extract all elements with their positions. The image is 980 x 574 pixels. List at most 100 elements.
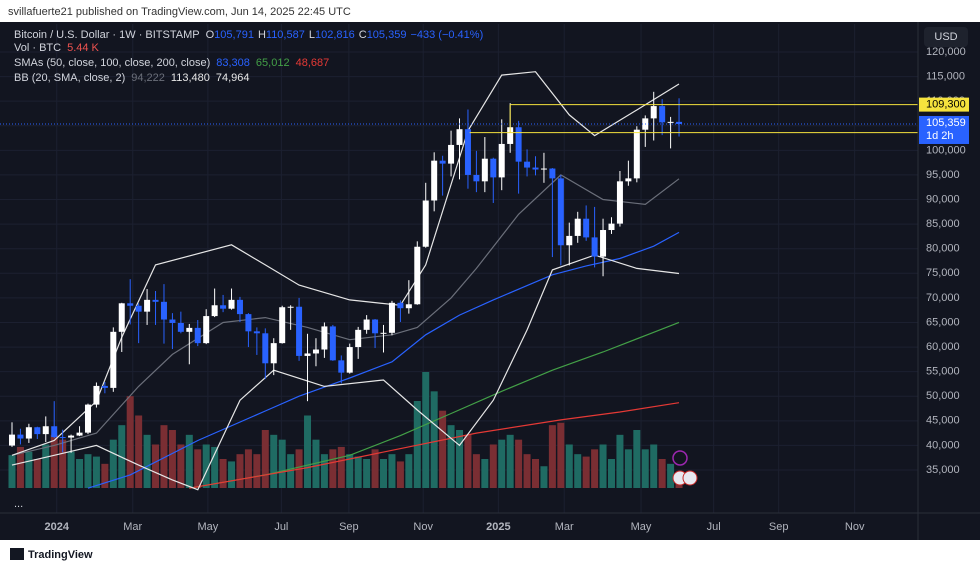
candle-body xyxy=(355,329,362,348)
volume-bar xyxy=(607,459,615,488)
candle-body xyxy=(262,333,269,364)
volume-bar xyxy=(16,446,24,488)
volume-bar xyxy=(67,451,75,488)
indicator-name: SMAs (50, close, 100, close, 200, close) xyxy=(14,57,210,69)
candle-body xyxy=(473,174,480,182)
candle-body xyxy=(169,319,176,323)
candle-body xyxy=(152,299,159,302)
candle-body xyxy=(448,144,455,164)
volume-bar xyxy=(540,466,548,488)
volume-bar xyxy=(523,454,531,488)
volume-bar xyxy=(354,456,362,488)
ohlc-key: C xyxy=(359,29,367,41)
candle-body xyxy=(51,426,58,438)
candle-body xyxy=(270,343,277,364)
volume-bar xyxy=(84,454,92,488)
candle-body xyxy=(160,301,167,320)
candle-body xyxy=(8,434,15,446)
candle-body xyxy=(388,302,395,333)
x-tick-label: May xyxy=(197,521,218,533)
candle-body xyxy=(464,129,471,175)
volume-bar xyxy=(143,434,151,488)
volume-bar xyxy=(481,459,489,488)
candle-body xyxy=(236,299,243,315)
x-tick-label: May xyxy=(631,521,652,533)
volume-bar xyxy=(304,415,312,488)
candle-body xyxy=(211,305,218,317)
currency-button[interactable] xyxy=(924,27,968,47)
volume-bar xyxy=(447,425,455,488)
ohlc-value: 105,791 xyxy=(214,29,254,41)
candle-body xyxy=(498,143,505,178)
volume-bar xyxy=(185,434,193,488)
y-tick-label: 40,000 xyxy=(926,439,960,451)
candle-body xyxy=(346,347,353,373)
volume-bar xyxy=(228,461,236,488)
volume-bar xyxy=(439,410,447,488)
volume-bar xyxy=(8,455,16,488)
volume-bar xyxy=(261,430,269,488)
volume-bar xyxy=(591,449,599,488)
y-tick-label: 60,000 xyxy=(926,341,960,353)
volume-bar xyxy=(50,434,58,488)
y-tick-label: 70,000 xyxy=(926,292,960,304)
volume-bar xyxy=(42,444,50,488)
volume-bar xyxy=(380,459,388,488)
volume-bar xyxy=(472,454,480,488)
currency[interactable]: USD xyxy=(934,31,957,43)
volume-bar xyxy=(396,461,404,488)
level-tag xyxy=(919,97,969,112)
candle-body xyxy=(144,299,151,312)
volume-bar xyxy=(363,459,371,488)
volume-bar xyxy=(624,449,632,488)
indicator-value: 65,012 xyxy=(256,57,290,69)
candle-body xyxy=(456,129,463,145)
volume-bar xyxy=(152,444,160,488)
x-tick-label: Jul xyxy=(707,521,721,533)
event-icon[interactable] xyxy=(672,450,688,466)
candle-body xyxy=(228,299,235,309)
level-layer xyxy=(0,104,918,134)
candle-body xyxy=(549,168,556,179)
candle-body xyxy=(76,432,83,436)
candle-body xyxy=(127,303,134,306)
volume-bar xyxy=(582,456,590,488)
logo-mark xyxy=(10,548,24,560)
y-tick-label: 95,000 xyxy=(926,169,960,181)
x-tick-label: Nov xyxy=(413,521,433,533)
candle-body xyxy=(110,331,117,388)
candle-body xyxy=(659,106,666,123)
candle-body xyxy=(68,435,75,438)
candle-body xyxy=(34,427,41,435)
volume-bar xyxy=(312,439,320,488)
more-menu[interactable]: ... xyxy=(14,498,23,510)
candle-body xyxy=(507,127,514,144)
indicator-name: BB (20, SMA, close, 2) xyxy=(14,72,125,84)
us-flag-icon[interactable] xyxy=(682,470,698,486)
candle-body xyxy=(363,319,370,330)
volume-bar xyxy=(532,459,539,488)
volume-layer xyxy=(8,372,683,488)
volume-bar xyxy=(346,454,354,488)
candle-body xyxy=(42,426,49,435)
candle-body xyxy=(59,437,66,439)
candle-body xyxy=(574,218,581,236)
volume-bar xyxy=(244,449,252,488)
axis-layer: 35,000 40,000 45,000 50,000 55,000 60,000 65,0… xyxy=(44,46,969,533)
candle-body xyxy=(25,427,32,439)
indicator-line xyxy=(11,71,680,456)
candle-body xyxy=(304,353,311,356)
y-tick-label: 85,000 xyxy=(926,218,960,230)
candle-layer xyxy=(8,91,683,453)
volume-bar xyxy=(168,430,176,488)
indicator-line xyxy=(11,174,680,456)
candle-body xyxy=(279,307,286,344)
candle-body xyxy=(414,246,421,305)
volume-last: 5.44 K xyxy=(67,42,99,54)
volume-bar xyxy=(101,463,109,488)
ohlc-value: 110,587 xyxy=(266,29,305,41)
y-tick-label: 90,000 xyxy=(926,193,960,205)
indicator-legend: SMAs (50, close, 100, close, 200, close)… xyxy=(14,57,329,69)
x-tick-label: Sep xyxy=(769,521,789,533)
